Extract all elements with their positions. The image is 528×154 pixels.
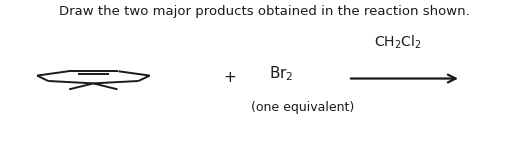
Text: (one equivalent): (one equivalent) — [251, 101, 354, 114]
Text: +: + — [223, 69, 236, 85]
Text: Draw the two major products obtained in the reaction shown.: Draw the two major products obtained in … — [59, 5, 469, 18]
Text: CH$_2$Cl$_2$: CH$_2$Cl$_2$ — [374, 33, 422, 51]
Text: Br$_2$: Br$_2$ — [269, 65, 294, 83]
